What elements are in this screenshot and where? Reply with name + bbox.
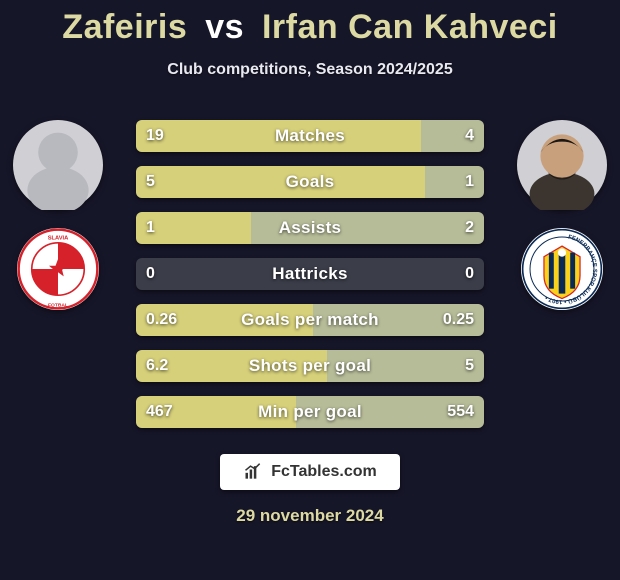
brand-chip: FcTables.com [220, 454, 400, 490]
chart-icon [243, 462, 263, 482]
stat-value-left: 467 [146, 396, 173, 428]
right-column: FENERBAHÇE SPOR KULÜBÜ • 1907 • [512, 120, 612, 310]
stat-value-left: 0.26 [146, 304, 177, 336]
stat-value-left: 6.2 [146, 350, 168, 382]
stat-label: Goals per match [136, 304, 484, 336]
stat-row: Goals5 1 [136, 166, 484, 198]
stat-value-left: 5 [146, 166, 155, 198]
brand-text: FcTables.com [271, 463, 377, 481]
stat-value-right: 554 [447, 396, 474, 428]
title-player-2: Irfan Can Kahveci [262, 8, 558, 46]
player-1-photo [13, 120, 103, 210]
stat-row: Shots per goal6.2 5 [136, 350, 484, 382]
stat-value-right: 1 [465, 166, 474, 198]
club-2-badge: FENERBAHÇE SPOR KULÜBÜ • 1907 • [521, 228, 603, 310]
stat-value-right: 0 [465, 258, 474, 290]
page-title: Zafeiris vs Irfan Can Kahveci [0, 0, 620, 47]
stat-label: Assists [136, 212, 484, 244]
avatar-icon [517, 120, 607, 210]
stat-value-right: 2 [465, 212, 474, 244]
stat-row: Assists1 2 [136, 212, 484, 244]
stat-label: Min per goal [136, 396, 484, 428]
stat-row: Matches19 4 [136, 120, 484, 152]
left-column: SLAVIA FOTBAL [8, 120, 108, 310]
avatar-icon [13, 120, 103, 210]
date-text: 29 november 2024 [0, 506, 620, 526]
title-vs: vs [205, 8, 244, 46]
svg-text:SLAVIA: SLAVIA [48, 235, 69, 241]
svg-text:FOTBAL: FOTBAL [48, 303, 68, 309]
stat-value-right: 4 [465, 120, 474, 152]
player-2-photo [517, 120, 607, 210]
stat-bars: Matches194Goals51Assists12Hattricks00Goa… [136, 120, 484, 428]
stat-label: Matches [136, 120, 484, 152]
stat-label: Goals [136, 166, 484, 198]
stat-value-left: 19 [146, 120, 164, 152]
subtitle-text: Club competitions, Season 2024/2025 [0, 61, 620, 79]
title-player-1: Zafeiris [62, 8, 187, 46]
slavia-logo-icon: SLAVIA FOTBAL [17, 228, 99, 310]
stat-label: Hattricks [136, 258, 484, 290]
club-1-badge: SLAVIA FOTBAL [17, 228, 99, 310]
stat-row: Hattricks0 0 [136, 258, 484, 290]
stat-value-left: 1 [146, 212, 155, 244]
stat-row: Min per goal467 554 [136, 396, 484, 428]
stat-label: Shots per goal [136, 350, 484, 382]
stat-value-right: 0.25 [443, 304, 474, 336]
fenerbahce-logo-icon: FENERBAHÇE SPOR KULÜBÜ • 1907 • [521, 228, 603, 310]
stat-value-right: 5 [465, 350, 474, 382]
comparison-infographic: Zafeiris vs Irfan Can Kahveci Club compe… [0, 0, 620, 580]
stat-value-left: 0 [146, 258, 155, 290]
stat-row: Goals per match0.26 0.25 [136, 304, 484, 336]
